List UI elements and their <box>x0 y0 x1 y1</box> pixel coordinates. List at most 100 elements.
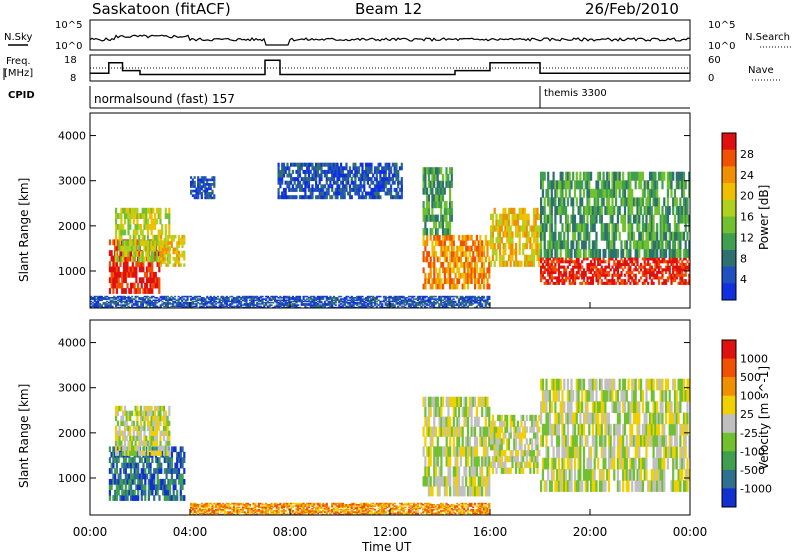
range-cell <box>277 305 280 308</box>
range-cell <box>322 305 325 308</box>
range-cell <box>563 197 566 207</box>
range-cell <box>623 257 627 261</box>
range-cell <box>172 298 175 300</box>
range-cell <box>138 435 141 441</box>
range-cell <box>144 473 147 480</box>
y-tick-label: 1000 <box>58 265 86 278</box>
range-cell <box>181 303 184 305</box>
range-cell <box>107 297 111 299</box>
range-cell <box>688 223 691 233</box>
range-cell <box>273 297 277 299</box>
range-cell <box>611 206 614 215</box>
range-cell <box>309 305 312 308</box>
range-cell <box>556 257 559 261</box>
range-cell <box>137 473 140 480</box>
range-cell <box>429 272 432 279</box>
range-cell <box>265 301 268 304</box>
range-cell <box>108 288 111 294</box>
range-cell <box>450 173 453 182</box>
range-cell <box>407 299 411 302</box>
range-cell <box>440 295 443 298</box>
range-cell <box>675 276 678 280</box>
range-cell <box>638 271 641 275</box>
range-cell <box>331 169 334 174</box>
range-cell <box>615 197 618 207</box>
range-cell <box>663 223 666 233</box>
range-cell <box>613 223 616 233</box>
range-cell <box>140 304 143 306</box>
range-cell <box>313 297 316 299</box>
range-cell <box>650 223 653 233</box>
range-cell <box>502 207 505 215</box>
range-cell <box>498 225 502 232</box>
range-cell <box>323 169 327 174</box>
range-cell <box>368 301 371 304</box>
range-cell <box>416 301 419 304</box>
range-cell <box>427 167 430 175</box>
range-cell <box>654 231 657 241</box>
range-cell <box>118 440 121 446</box>
range-cell <box>382 177 386 182</box>
range-cell <box>627 257 630 261</box>
range-cell <box>340 303 343 305</box>
range-cell <box>602 273 605 277</box>
range-cell <box>406 301 409 304</box>
range-cell <box>135 288 138 294</box>
range-cell <box>482 245 486 252</box>
range-cell <box>293 305 296 308</box>
range-cell <box>448 297 452 299</box>
range-cell <box>114 277 117 284</box>
range-cell <box>325 191 328 196</box>
range-cell <box>132 218 135 225</box>
range-cell <box>450 301 453 304</box>
range-cell <box>138 277 141 284</box>
range-cell <box>121 271 124 278</box>
range-cell <box>373 195 377 200</box>
range-cell <box>529 254 532 261</box>
range-cell <box>129 245 132 252</box>
range-cell <box>166 420 169 427</box>
range-cell <box>323 303 327 305</box>
range-cell <box>427 446 430 457</box>
range-cell <box>243 304 246 306</box>
range-cell <box>552 268 555 272</box>
range-cell <box>688 180 691 190</box>
range-cell <box>586 206 589 215</box>
range-cell <box>395 173 398 178</box>
range-cell <box>313 295 316 298</box>
range-cell <box>515 248 518 256</box>
range-cell <box>176 451 179 458</box>
range-cell <box>100 295 103 298</box>
range-cell <box>147 295 150 298</box>
range-cell <box>154 218 157 225</box>
range-cell <box>143 445 146 451</box>
range-cell <box>434 194 438 202</box>
range-cell <box>398 298 402 300</box>
range-cell <box>627 171 630 181</box>
range-cell <box>679 214 682 224</box>
range-cell <box>316 162 319 167</box>
range-cell <box>440 201 443 209</box>
range-cell <box>398 301 402 304</box>
range-cell <box>168 213 171 219</box>
range-cell <box>204 185 207 188</box>
range-cell <box>168 440 171 446</box>
range-cell <box>379 187 382 192</box>
range-cell <box>168 260 172 264</box>
range-cell <box>181 478 184 485</box>
range-cell <box>381 187 384 192</box>
range-cell <box>604 188 607 198</box>
range-cell <box>348 303 352 305</box>
range-cell <box>540 268 543 272</box>
range-cell <box>368 177 371 182</box>
range-cell <box>588 206 591 215</box>
range-cell <box>327 301 330 304</box>
range-cell <box>109 301 112 304</box>
range-cell <box>284 187 287 192</box>
range-cell <box>153 468 156 474</box>
range-cell <box>607 279 611 283</box>
range-cell <box>641 240 644 250</box>
range-cell <box>154 234 157 241</box>
range-cell <box>148 430 151 436</box>
range-cell <box>143 245 146 252</box>
